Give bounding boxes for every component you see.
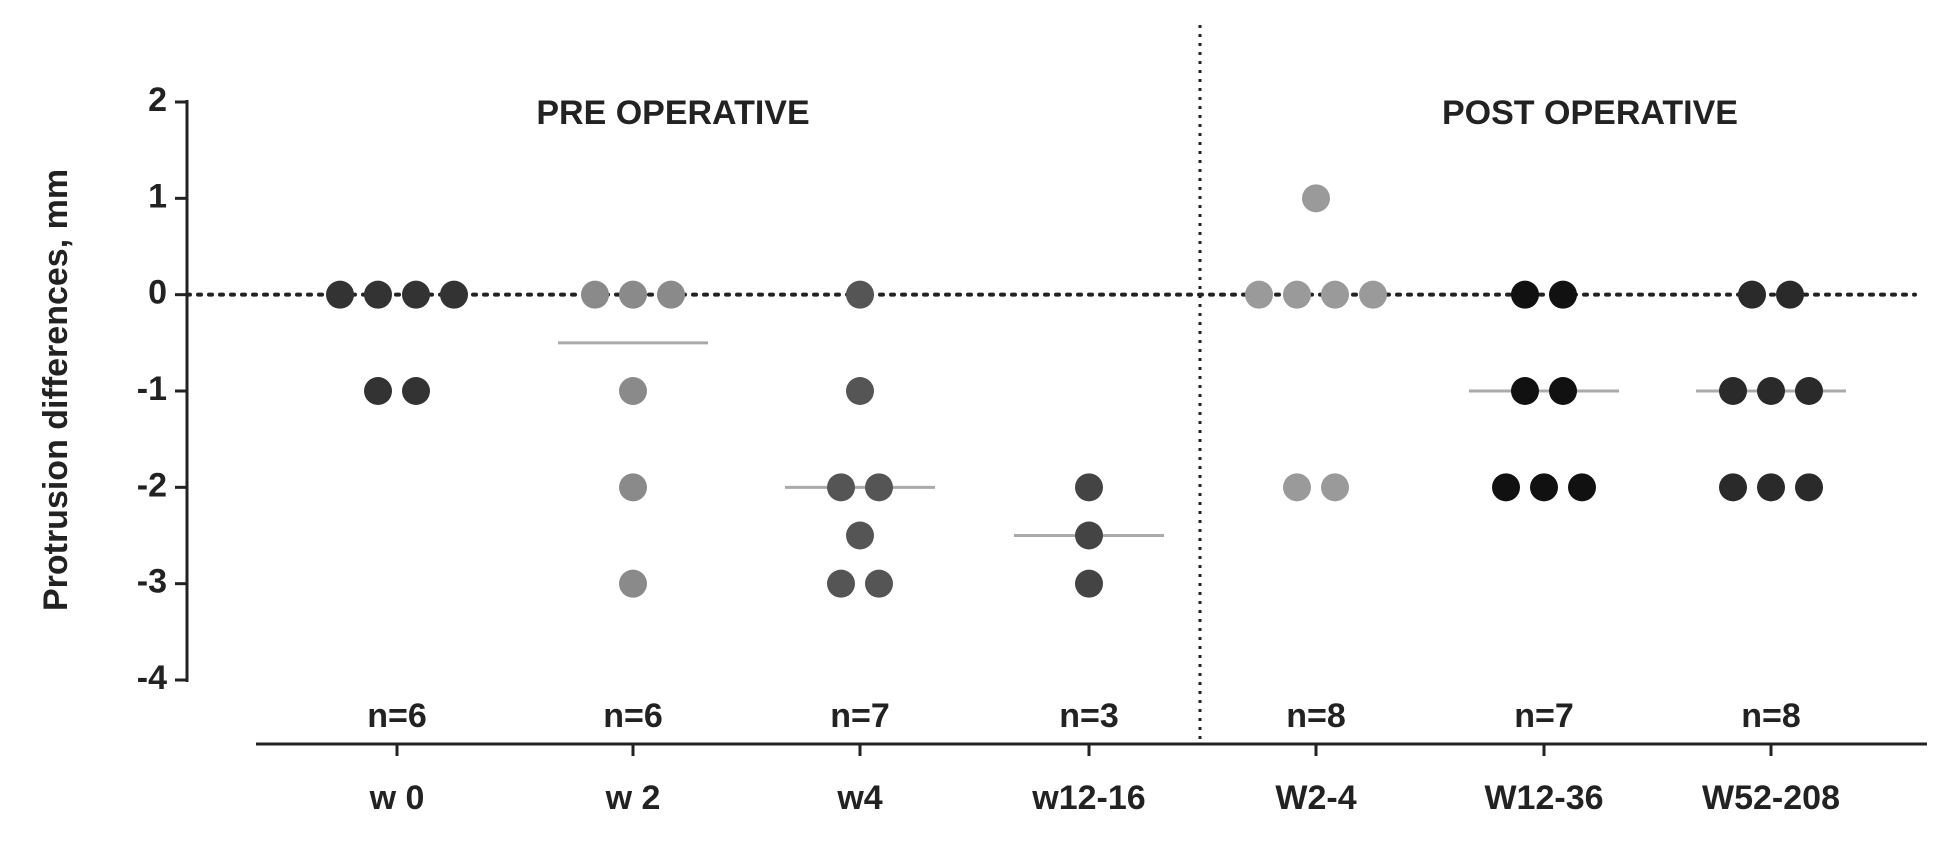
data-dot — [1719, 473, 1747, 502]
n-label: n=8 — [1741, 697, 1801, 735]
n-label: n=3 — [1059, 697, 1119, 735]
data-dot — [1549, 377, 1577, 405]
data-dot — [1075, 521, 1103, 550]
data-dot — [1511, 280, 1539, 309]
data-dot — [1757, 473, 1785, 502]
y-tick-label: -3 — [137, 563, 167, 601]
data-dot — [827, 569, 855, 598]
n-label: n=8 — [1286, 697, 1346, 735]
data-dot — [1757, 377, 1785, 405]
n-label: n=6 — [367, 697, 427, 735]
data-dot — [1283, 280, 1311, 309]
x-tick-label: W52-208 — [1702, 779, 1840, 817]
data-dot — [827, 473, 855, 502]
data-dot — [1359, 280, 1387, 309]
data-dot — [619, 569, 647, 598]
data-dot — [1568, 473, 1596, 502]
data-dot — [1795, 473, 1823, 502]
y-tick-label: 2 — [148, 81, 167, 119]
data-dot — [1245, 280, 1273, 309]
data-dot — [364, 280, 392, 309]
data-dot — [846, 377, 874, 405]
x-tick-label: w 2 — [605, 779, 661, 817]
y-tick-label: -1 — [137, 370, 167, 408]
data-dot — [1075, 569, 1103, 598]
x-tick-label: w12-16 — [1031, 779, 1145, 817]
y-tick-label: 0 — [148, 274, 167, 312]
data-dot — [1719, 377, 1747, 405]
data-dot — [1321, 280, 1349, 309]
data-dot — [1795, 377, 1823, 405]
data-dot — [619, 280, 647, 309]
data-dot — [1530, 473, 1558, 502]
data-dot — [619, 473, 647, 502]
x-tick-label: w4 — [836, 779, 882, 817]
n-label: n=6 — [603, 697, 663, 735]
data-dot — [326, 280, 354, 309]
data-dot — [657, 280, 685, 309]
data-dot — [581, 280, 609, 309]
x-tick-label: W12-36 — [1484, 779, 1603, 817]
x-tick-label: w 0 — [369, 779, 425, 817]
data-dot — [1738, 280, 1766, 309]
section-title: POST OPERATIVE — [1442, 94, 1738, 132]
n-label: n=7 — [830, 697, 890, 735]
n-label: n=7 — [1514, 697, 1574, 735]
y-axis-label: Protrusion differences, mm — [37, 169, 75, 611]
y-tick-label: -4 — [137, 659, 167, 697]
data-dot — [440, 280, 468, 309]
data-dot — [1549, 280, 1577, 309]
data-dot — [402, 280, 430, 309]
data-dot — [1283, 473, 1311, 502]
data-dot — [865, 569, 893, 598]
data-dot — [1321, 473, 1349, 502]
data-dot — [402, 377, 430, 405]
section-title: PRE OPERATIVE — [536, 94, 809, 132]
data-dot — [619, 377, 647, 405]
data-dot — [1776, 280, 1804, 309]
data-dot — [364, 377, 392, 405]
data-dot — [846, 280, 874, 309]
y-tick-label: 1 — [148, 177, 167, 215]
y-tick-label: -2 — [137, 466, 167, 504]
data-dot — [846, 521, 874, 550]
data-dot — [865, 473, 893, 502]
data-dot — [1511, 377, 1539, 405]
x-tick-label: W2-4 — [1275, 779, 1356, 817]
data-dot — [1492, 473, 1520, 502]
data-dot — [1302, 184, 1330, 213]
data-dot — [1075, 473, 1103, 502]
